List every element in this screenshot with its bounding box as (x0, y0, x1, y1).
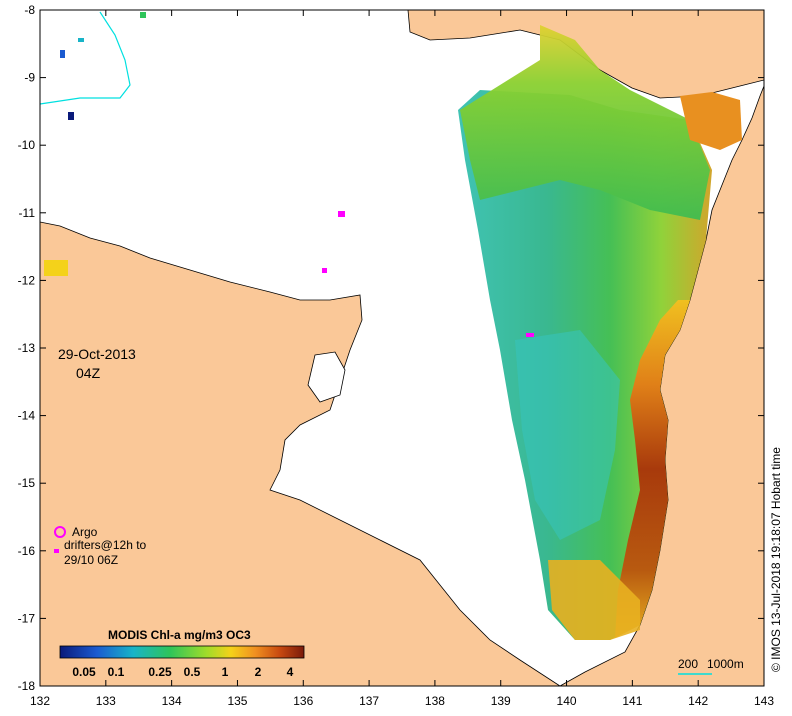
bathymetry-contour (39, 11, 131, 105)
colorbar: MODIS Chl-a mg/m3 OC3 0.05 0.1 0.25 0.5 1 2 4 (59, 628, 305, 679)
colorbar-tick-label: 0.5 (184, 665, 201, 679)
x-tick-label: 139 (491, 694, 511, 708)
scale-bar-label-2: 1000m (707, 657, 744, 671)
land-arnhem (39, 221, 562, 687)
y-tick-label: -8 (24, 3, 35, 17)
x-tick-label: 132 (30, 694, 50, 708)
y-axis-labels: -8 -9 -10 -11 -12 -13 -14 -15 -16 -17 -18 (18, 3, 36, 693)
colorbar-tick-label: 1 (222, 665, 229, 679)
colorbar-tick-label: 2 (255, 665, 262, 679)
argo-legend: Argo drifters@12h to 29/10 06Z (54, 525, 147, 567)
argo-legend-label: Argo (72, 525, 98, 539)
drifter-legend-label-1: drifters@12h to (64, 538, 147, 552)
y-tick-label: -17 (18, 611, 36, 625)
y-tick-label: -18 (18, 679, 36, 693)
argo-legend-icon (54, 526, 66, 538)
argo-markers (322, 211, 534, 337)
drifter-legend-icon (54, 549, 59, 553)
swath-north (460, 25, 710, 220)
y-tick-label: -11 (19, 206, 36, 220)
y-tick-label: -14 (18, 409, 36, 423)
drifter-legend-label-2: 29/10 06Z (64, 553, 118, 567)
chlorophyll-swath (458, 25, 742, 640)
axis-ticks (39, 9, 765, 687)
date-label: 29-Oct-2013 (58, 346, 136, 362)
colorbar-tick-label: 0.05 (72, 665, 96, 679)
swath-coastal-band (615, 300, 690, 638)
x-tick-label: 136 (293, 694, 313, 708)
x-tick-label: 141 (622, 694, 642, 708)
y-tick-label: -9 (24, 71, 35, 85)
colorbar-ticks: 0.05 0.1 0.25 0.5 1 2 4 (72, 665, 293, 679)
x-tick-label: 140 (557, 694, 577, 708)
colorbar-tick-label: 0.25 (148, 665, 172, 679)
colorbar-tick-label: 0.1 (108, 665, 125, 679)
x-axis-labels: 132 133 134 135 136 137 138 139 140 141 142 143 (30, 694, 774, 708)
colorbar-title: MODIS Chl-a mg/m3 OC3 (108, 628, 251, 642)
y-tick-label: -13 (18, 341, 36, 355)
x-tick-label: 133 (96, 694, 116, 708)
swath-south (548, 560, 640, 640)
x-tick-label: 142 (688, 694, 708, 708)
swath-cyan-core (515, 330, 620, 540)
y-tick-label: -10 (18, 138, 36, 152)
colorbar-gradient (59, 645, 305, 659)
scale-bar-label-1: 200 (678, 657, 698, 671)
time-label: 04Z (76, 365, 101, 381)
y-tick-label: -15 (18, 476, 36, 490)
x-tick-label: 137 (359, 694, 379, 708)
scale-bar: 200 1000m (678, 657, 744, 675)
x-tick-label: 138 (425, 694, 445, 708)
x-tick-label: 135 (227, 694, 247, 708)
scattered-pixels (44, 12, 146, 276)
credit-label: © IMOS 13-Jul-2018 19:18:07 Hobart time (769, 447, 783, 672)
y-tick-label: -12 (18, 273, 36, 287)
x-tick-label: 143 (754, 694, 774, 708)
colorbar-tick-label: 4 (287, 665, 294, 679)
y-tick-label: -16 (18, 544, 36, 558)
x-tick-label: 134 (162, 694, 182, 708)
swath-ne-orange (680, 92, 742, 150)
land-groote (307, 351, 346, 403)
